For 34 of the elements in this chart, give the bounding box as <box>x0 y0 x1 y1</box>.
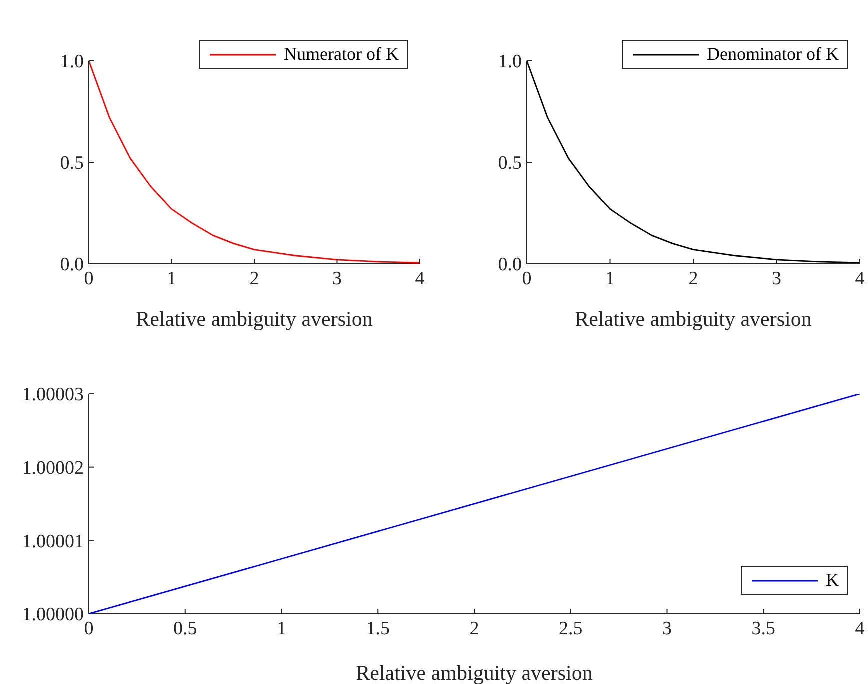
x-tick-label: 4 <box>855 618 866 640</box>
x-tick-label: 1.5 <box>366 618 390 640</box>
x-tick-label: 0 <box>84 618 94 640</box>
x-tick-label: 4 <box>415 268 426 290</box>
legend-label: K <box>826 570 839 591</box>
y-tick-label: 1.0 <box>60 52 84 73</box>
x-tick-label: 4 <box>855 268 866 290</box>
x-tick-label: 1 <box>277 618 286 640</box>
y-tick-label: 1.0 <box>498 52 522 73</box>
x-tick-label: 3 <box>662 618 672 640</box>
x-tick-label: 0 <box>522 268 532 290</box>
x-tick-label: 2.5 <box>559 618 583 640</box>
y-tick-label: 0.0 <box>498 254 522 276</box>
x-tick-label: 2 <box>470 618 480 640</box>
y-tick-label: 1.00001 <box>22 531 84 552</box>
legend-label: Denominator of K <box>707 44 839 65</box>
x-tick-label: 3.5 <box>752 618 776 640</box>
y-tick-label: 1.00003 <box>22 384 84 406</box>
y-tick-label: 1.00002 <box>22 458 84 480</box>
line-series <box>89 61 420 264</box>
x-tick-label: 2 <box>250 268 260 290</box>
y-tick-label: 0.0 <box>60 254 84 276</box>
y-tick-label: 1.00000 <box>22 604 84 626</box>
x-tick-label: 3 <box>332 268 342 290</box>
legend-label: Numerator of K <box>284 44 399 65</box>
y-tick-label: 0.5 <box>498 153 522 174</box>
x-tick-label: 1 <box>606 268 615 290</box>
x-tick-label: 2 <box>688 268 698 290</box>
x-tick-label: 1 <box>167 268 176 290</box>
x-tick-label: 0.5 <box>174 618 198 640</box>
line-series <box>527 61 860 264</box>
x-tick-label: 0 <box>84 268 94 290</box>
x-tick-label: 3 <box>772 268 782 290</box>
y-tick-label: 0.5 <box>60 153 84 174</box>
